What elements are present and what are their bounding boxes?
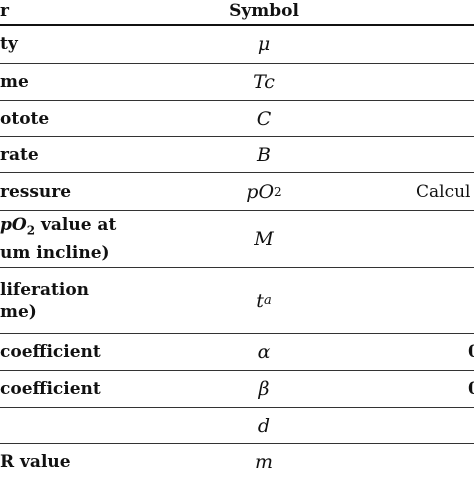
table-row: d	[0, 408, 474, 443]
symbol-cell: μ	[257, 33, 271, 55]
row-divider	[0, 370, 474, 371]
parameter-cell: liferation me)	[0, 268, 170, 333]
symbol-main: t	[256, 289, 264, 312]
parameter-line2: me)	[0, 301, 37, 322]
header-rule	[0, 24, 474, 26]
parameter-line1: liferation	[0, 279, 90, 300]
table-row: me Tc	[0, 64, 474, 100]
row-divider	[0, 443, 474, 444]
symbol-cell: α	[257, 341, 271, 363]
symbol-main: pO	[246, 180, 275, 203]
symbol-cell: pO 2	[200, 173, 328, 210]
symbol-cell: C	[256, 107, 272, 130]
table-row: ressure pO 2 Calcul	[0, 173, 474, 210]
row-divider	[0, 100, 474, 101]
parameter-line2: um incline)	[0, 242, 110, 263]
parameter-cell: pO2 value at um incline)	[0, 211, 170, 267]
table-row: otote C	[0, 101, 474, 136]
row-divider	[0, 210, 474, 211]
table-row: coefficient α 0	[0, 334, 474, 370]
parameter-subscript: 2	[26, 223, 36, 238]
value-cell: 0	[468, 379, 474, 399]
symbol-cell: β	[258, 378, 270, 400]
parameter-symbol: pO	[0, 215, 27, 236]
header-parameter: r	[0, 1, 9, 21]
value-cell: 0	[468, 342, 474, 362]
symbol-cell: M	[254, 228, 274, 250]
parameter-text: value at	[35, 215, 117, 236]
parameter-cell: R value	[0, 452, 71, 472]
symbol-subscript: a	[263, 293, 272, 308]
row-divider	[0, 172, 474, 173]
symbol-cell: d	[257, 414, 271, 437]
parameter-cell: me	[0, 72, 29, 92]
parameter-cell: rate	[0, 144, 39, 165]
parameter-cell: otote	[0, 108, 50, 129]
table-row: rate B	[0, 137, 474, 172]
row-divider	[0, 407, 474, 408]
table-row: coefficient β 0	[0, 371, 474, 407]
row-divider	[0, 333, 474, 334]
parameter-cell: ressure	[0, 181, 72, 202]
parameter-cell: coefficient	[0, 342, 101, 362]
parameter-cell: coefficient	[0, 379, 101, 399]
row-divider	[0, 136, 474, 137]
symbol-subscript: 2	[274, 184, 282, 199]
table-row: pO2 value at um incline) M	[0, 211, 474, 267]
row-divider	[0, 267, 474, 268]
symbol-cell: B	[257, 143, 271, 166]
method-cell: Calcul	[416, 181, 471, 202]
symbol-cell: m	[254, 451, 274, 473]
parameter-cell: ty	[0, 34, 18, 54]
row-divider	[0, 63, 474, 64]
table-row: ty μ	[0, 27, 474, 61]
table-row: R value m	[0, 444, 474, 480]
header-symbol: Symbol	[229, 1, 299, 21]
parameter-cell	[0, 408, 170, 443]
symbol-cell: Tc	[253, 71, 275, 93]
